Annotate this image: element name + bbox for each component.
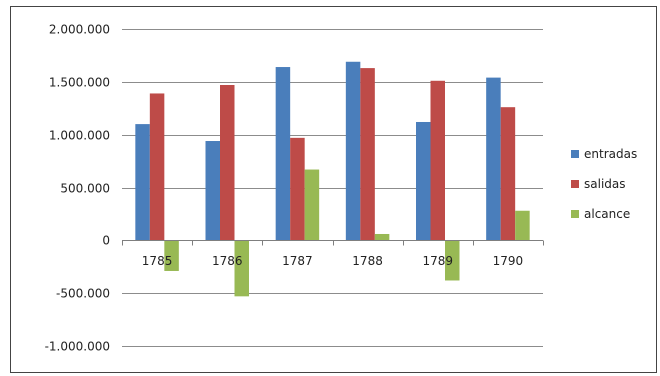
bar-salidas-1787 <box>290 137 305 241</box>
y-tick-label: -500.000 <box>56 287 110 301</box>
x-axis: 1785 1786 1787 1788 1789 1790 <box>122 240 544 268</box>
bar-entradas-1786 <box>205 141 220 241</box>
x-tick-label: 1788 <box>352 254 383 268</box>
bar-alcance-1790 <box>515 210 530 241</box>
x-tick-label: 1785 <box>142 254 173 268</box>
legend-swatch-salidas <box>571 180 579 188</box>
bar-salidas-1786 <box>220 85 235 241</box>
chart-border <box>10 6 657 373</box>
y-tick-label: 1.500.000 <box>49 76 110 90</box>
bar-salidas-1785 <box>149 93 165 241</box>
y-tick-label: 0 <box>102 234 110 248</box>
bar-salidas-1789 <box>430 80 445 241</box>
legend-label-entradas: entradas <box>584 147 637 161</box>
bar-salidas-1788 <box>360 68 375 241</box>
x-tick-label: 1790 <box>493 254 524 268</box>
bar-entradas-1790 <box>486 77 501 241</box>
legend-label-alcance: alcance <box>584 207 630 221</box>
legend-swatch-entradas <box>571 150 579 158</box>
legend: entradas salidas alcance <box>571 147 637 221</box>
y-tick-label: -1.000.000 <box>45 340 110 354</box>
y-tick-label: 1.000.000 <box>49 129 110 143</box>
bar-entradas-1789 <box>416 121 431 241</box>
legend-label-salidas: salidas <box>584 177 626 191</box>
bar-entradas-1785 <box>135 124 150 241</box>
legend-swatch-alcance <box>571 210 579 218</box>
bar-alcance-1785 <box>164 240 179 271</box>
bar-entradas-1787 <box>275 67 291 241</box>
bar-salidas-1790 <box>500 107 516 241</box>
grid-lines <box>122 29 543 347</box>
x-tick-label: 1787 <box>282 254 313 268</box>
bar-alcance-1787 <box>304 169 320 241</box>
y-axis: 2.000.000 1.500.000 1.000.000 500.000 0 -500.… <box>45 23 110 354</box>
x-tick-label: 1789 <box>422 254 453 268</box>
y-tick-label: 2.000.000 <box>49 23 110 37</box>
y-tick-label: 500.000 <box>60 182 110 196</box>
bar-alcance-1788 <box>374 233 390 241</box>
bar-alcance-1786 <box>234 240 249 297</box>
x-tick-label: 1786 <box>212 254 243 268</box>
bar-entradas-1788 <box>345 61 361 241</box>
bar-alcance-1789 <box>445 240 460 281</box>
bars <box>135 61 530 297</box>
